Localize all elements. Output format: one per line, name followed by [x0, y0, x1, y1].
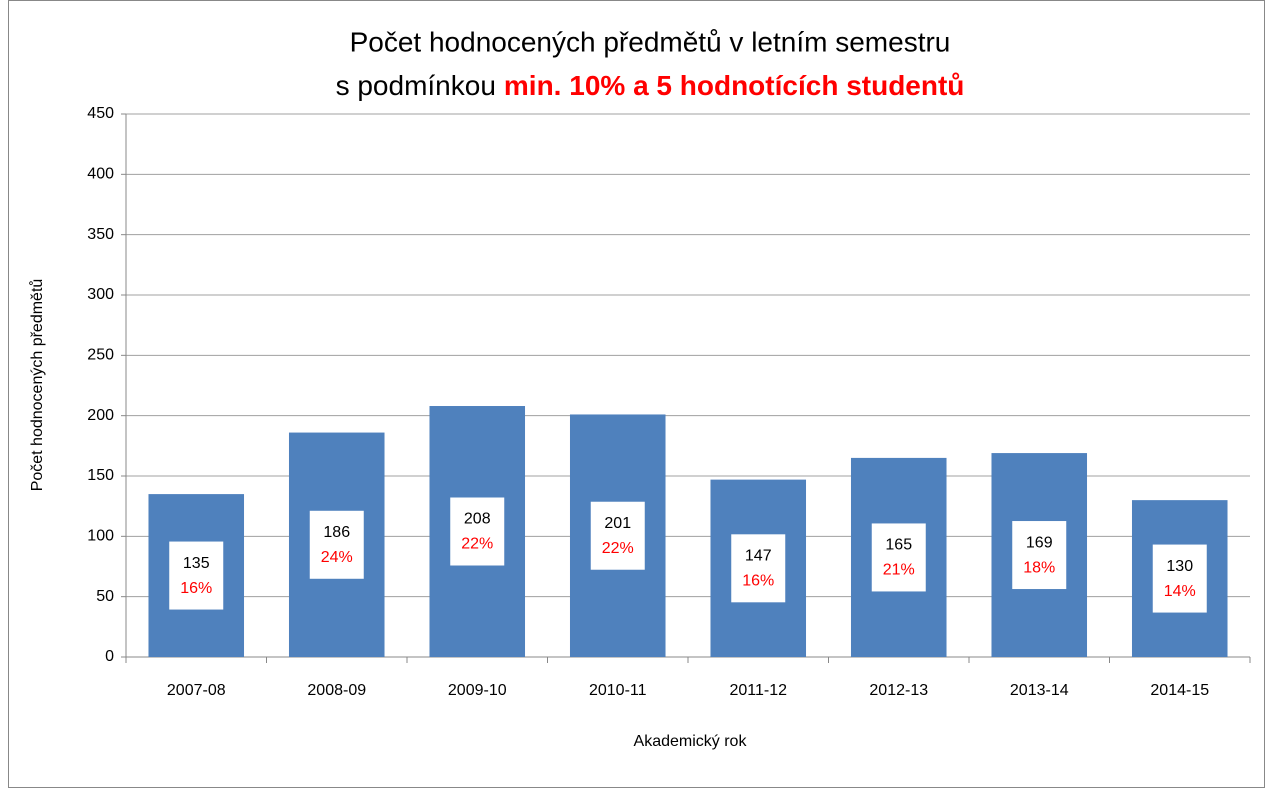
- percent-label: 18%: [1023, 559, 1055, 576]
- percent-label: 22%: [602, 540, 634, 557]
- y-tick-label: 350: [87, 226, 114, 243]
- data-label: 169: [1026, 534, 1053, 551]
- percent-label: 14%: [1164, 583, 1196, 600]
- data-label-box: [871, 523, 926, 592]
- data-label-box: [731, 534, 786, 603]
- subtitle: s podmínkou: [336, 70, 496, 101]
- percent-label: 16%: [180, 580, 212, 597]
- data-label: 135: [183, 555, 210, 572]
- data-label: 165: [885, 537, 912, 554]
- data-label: 147: [745, 548, 772, 565]
- y-tick-label: 50: [96, 588, 114, 605]
- y-tick-label: 200: [87, 407, 114, 424]
- x-tick-label: 2007-08: [167, 682, 226, 699]
- x-tick-label: 2013-14: [1010, 682, 1069, 699]
- subtitle-highlight: min. 10% a 5 hodnotících studentů: [504, 70, 965, 101]
- data-label-box: [1012, 521, 1067, 590]
- y-axis-label: Počet hodnocených předmětů: [28, 279, 46, 492]
- percent-label: 21%: [883, 562, 915, 579]
- x-tick-label: 2011-12: [729, 682, 787, 699]
- percent-label: 22%: [461, 536, 493, 553]
- y-tick-label: 0: [105, 648, 114, 665]
- data-label-box: [590, 501, 645, 570]
- chart-subtitle: s podmínkou min. 10% a 5 hodnotících stud…: [336, 70, 965, 101]
- data-label-box: [1152, 544, 1207, 613]
- x-tick-label: 2008-09: [307, 682, 366, 699]
- percent-label: 16%: [742, 573, 774, 590]
- x-tick-label: 2010-11: [589, 682, 647, 699]
- percent-label: 24%: [321, 549, 353, 566]
- data-label: 201: [604, 515, 631, 532]
- y-tick-label: 250: [87, 347, 114, 364]
- y-tick-label: 300: [87, 286, 114, 303]
- chart-frame: [8, 0, 1265, 788]
- data-label: 130: [1166, 558, 1193, 575]
- data-label-box: [309, 510, 364, 579]
- data-label: 186: [323, 524, 350, 541]
- x-tick-label: 2014-15: [1150, 682, 1209, 699]
- y-tick-label: 100: [87, 528, 114, 545]
- x-tick-label: 2009-10: [448, 682, 507, 699]
- y-tick-label: 400: [87, 166, 114, 183]
- x-axis-label: Akademický rok: [634, 733, 748, 750]
- x-tick-label: 2012-13: [869, 682, 928, 699]
- data-label: 208: [464, 511, 491, 528]
- data-label-box: [450, 497, 505, 566]
- chart-title: Počet hodnocených předmětů v letním seme…: [350, 26, 951, 57]
- y-tick-label: 150: [87, 467, 114, 484]
- data-label-box: [169, 541, 224, 610]
- y-tick-label: 450: [87, 105, 114, 122]
